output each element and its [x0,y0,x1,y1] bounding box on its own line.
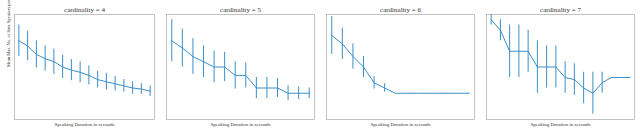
svg-text:Speaking Duration in seconds: Speaking Duration in seconds [55,122,115,127]
svg-text:Speaking Duration in seconds: Speaking Duration in seconds [211,122,271,127]
svg-text:Speaking Duration in seconds: Speaking Duration in seconds [531,122,591,127]
svg-text:cardinality = 4: cardinality = 4 [64,6,105,14]
svg-text:cardinality = 7: cardinality = 7 [540,6,581,14]
svg-text:Speaking Duration in seconds: Speaking Duration in seconds [371,122,431,127]
svg-text:cardinality = 5: cardinality = 5 [220,6,261,14]
svg-text:Mean Max. No. of Sim. Speakers: Mean Max. No. of Sim. Speakers per T-Ter… [6,0,11,67]
svg-text:cardinality = 6: cardinality = 6 [380,6,421,14]
